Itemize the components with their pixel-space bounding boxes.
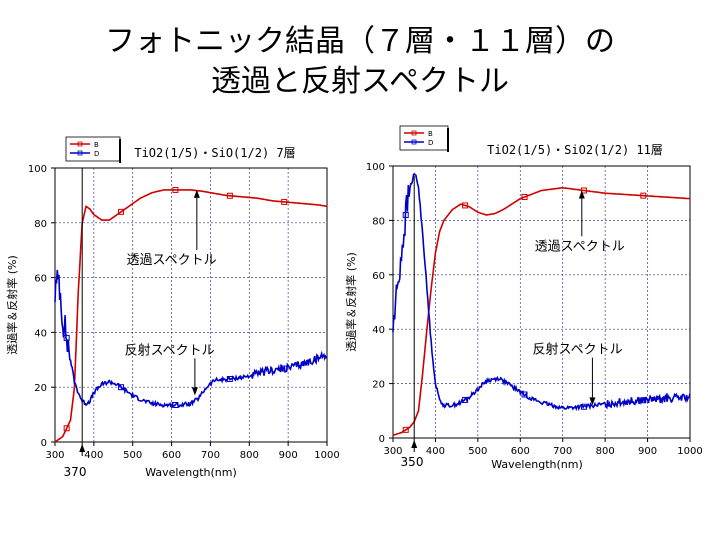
slide-title: フォトニック結晶（７層・１１層）の 透過と反射スペクトル	[0, 22, 720, 102]
y-tick-label: 20	[34, 383, 47, 394]
series-marker-D	[462, 396, 469, 403]
series-marker-B	[402, 426, 409, 433]
x-tick-label: 1000	[677, 446, 702, 457]
y-tick-label: 60	[34, 274, 47, 285]
y-tick-label: 0	[41, 438, 47, 449]
series-marker-B	[63, 425, 70, 432]
annotation-label: 反射スペクトル	[125, 342, 215, 358]
series-marker-D	[521, 391, 528, 398]
series-line-D	[54, 269, 328, 409]
annotation-arrow-head	[193, 189, 200, 198]
chart-11-layer: 300 400 500 600 700 800 900 1000 0 20 40 60 80 100 Wav…	[344, 125, 703, 471]
y-tick-label: 80	[34, 219, 47, 230]
wavelength-marker-label: 370	[64, 465, 87, 479]
x-axis-label: Wavelength(nm)	[491, 458, 583, 471]
series-marker-B	[118, 208, 125, 215]
y-tick-label: 20	[372, 380, 385, 391]
series-marker-B	[226, 192, 233, 199]
annotation-label: 反射スペクトル	[533, 342, 623, 358]
series-marker-B	[462, 202, 469, 209]
x-tick-label: 400	[426, 446, 445, 457]
series-marker-B	[640, 192, 647, 199]
legend-label-D: D	[94, 150, 99, 158]
series-marker-D	[226, 375, 233, 382]
annotation-arrow-head	[578, 190, 585, 199]
x-tick-label: 500	[468, 446, 487, 457]
x-axis-label: Wavelength(nm)	[145, 466, 237, 479]
legend-label-D: D	[428, 139, 433, 147]
y-tick-label: 40	[34, 328, 47, 339]
series-marker-D	[172, 402, 179, 409]
x-tick-label: 400	[84, 450, 103, 461]
x-tick-label: 800	[240, 450, 259, 461]
series-marker-D	[63, 334, 70, 341]
y-tick-label: 80	[372, 216, 385, 227]
wavelength-marker-arrow	[79, 444, 86, 452]
legend-marker-D	[77, 150, 83, 156]
y-tick-label: 40	[372, 325, 385, 336]
x-tick-label: 600	[511, 446, 530, 457]
y-tick-label: 100	[28, 164, 47, 175]
series-marker-D	[580, 403, 587, 410]
series-line-D	[392, 172, 691, 412]
series-marker-B	[580, 187, 587, 194]
annotation-arrow-head	[191, 387, 198, 396]
legend-marker-D	[411, 139, 417, 145]
x-tick-label: 700	[201, 450, 220, 461]
x-tick-label: 900	[279, 450, 298, 461]
chart-title: TiO2(1/5)・SiO(1/2) 7層	[134, 146, 295, 160]
annotation-label: 透過スペクトル	[127, 253, 217, 268]
annotation-label: 透過スペクトル	[535, 239, 625, 254]
legend-marker-B	[411, 130, 417, 136]
x-tick-label: 800	[596, 446, 615, 457]
series-marker-D	[118, 384, 125, 391]
y-tick-label: 60	[372, 271, 385, 282]
annotation-arrow-head	[589, 397, 596, 406]
series-marker-D	[640, 397, 647, 404]
y-axis-label: 透過率＆反射率 (%)	[5, 255, 19, 355]
legend-label-B: B	[428, 130, 433, 138]
series-marker-B	[172, 186, 179, 193]
x-tick-label: 700	[553, 446, 572, 457]
series-marker-D	[402, 211, 409, 218]
plot-frame	[54, 167, 328, 443]
series-marker-B	[521, 194, 528, 201]
plot-frame	[392, 165, 691, 439]
x-tick-label: 500	[123, 450, 142, 461]
wavelength-marker-arrow	[411, 440, 418, 448]
legend-label-B: B	[94, 141, 99, 149]
chart-title: TiO2(1/5)・SiO2(1/2) 11層	[487, 143, 663, 157]
x-tick-label: 1000	[314, 450, 339, 461]
wavelength-marker-label: 350	[401, 455, 424, 469]
chart-7-layer: 300 400 500 600 700 800 900 1000 0 20 40 60 80 100 Wav…	[5, 136, 340, 479]
series-marker-D	[281, 365, 288, 372]
slide-title-line1: フォトニック結晶（７層・１１層）の	[105, 24, 615, 59]
y-axis-label: 透過率＆反射率 (%)	[344, 252, 358, 352]
y-tick-label: 100	[366, 162, 385, 173]
x-tick-label: 300	[383, 446, 402, 457]
x-tick-label: 600	[162, 450, 181, 461]
y-tick-label: 0	[379, 434, 385, 445]
x-tick-label: 300	[45, 450, 64, 461]
x-tick-label: 900	[638, 446, 657, 457]
legend-marker-B	[77, 141, 83, 147]
slide-title-line2: 透過と反射スペクトル	[211, 64, 509, 99]
series-marker-B	[281, 198, 288, 205]
legend-box	[65, 136, 121, 162]
legend-box	[399, 125, 449, 151]
